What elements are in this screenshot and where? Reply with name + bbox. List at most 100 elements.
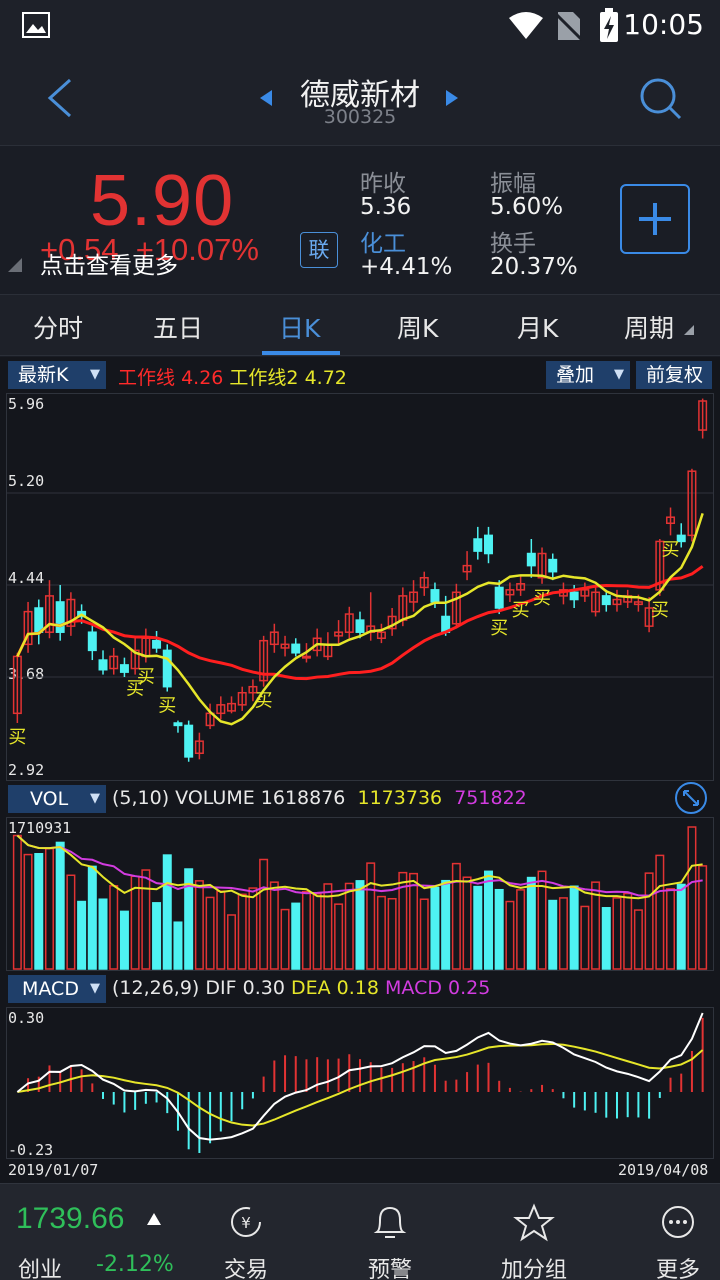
search-icon[interactable]	[638, 76, 682, 120]
candle-body	[526, 552, 536, 567]
candle-body	[162, 649, 172, 688]
volume-bar	[633, 909, 643, 970]
volume-chart[interactable]	[0, 817, 720, 971]
macd-label: MACD	[385, 977, 442, 999]
active-tab-indicator	[262, 351, 340, 355]
no-sim-icon	[556, 12, 582, 42]
kline-legend: 工作线 4.26 工作线2 4.72	[118, 363, 347, 390]
macd-value: 0.25	[448, 977, 491, 999]
triangle-up-icon	[147, 1213, 161, 1225]
volume-bar	[194, 880, 204, 970]
volume-ma5: 1173736	[357, 787, 443, 809]
macd-dea: 0.18	[336, 977, 379, 999]
price-change-pct: +10.07%	[135, 232, 259, 267]
candle-body	[676, 534, 686, 543]
volume-bar	[441, 879, 451, 970]
buy-marker: 买	[137, 666, 155, 687]
volume-bar	[55, 841, 65, 970]
candle-body	[376, 631, 386, 640]
volume-bar	[451, 862, 461, 970]
candle-body	[237, 691, 247, 706]
candle-body	[173, 722, 183, 727]
candle-body	[109, 655, 119, 670]
candle-body	[55, 601, 65, 633]
buy-marker: 买	[8, 727, 26, 748]
linked-button[interactable]: 联	[300, 232, 338, 268]
prev-stock-icon[interactable]	[258, 88, 274, 108]
tab-intraday[interactable]: 分时	[33, 314, 84, 343]
candle-body	[644, 607, 654, 627]
candle-body	[130, 649, 140, 670]
svg-text:¥: ¥	[241, 1214, 251, 1232]
volume-bar	[216, 890, 226, 970]
tab-weekly-k[interactable]: 周K	[397, 314, 439, 343]
turnover-value: 20.37%	[490, 254, 578, 280]
tab-period[interactable]: 周期	[624, 314, 675, 343]
candle-body	[280, 643, 290, 649]
volume-bar	[473, 885, 483, 970]
volume-bar	[34, 853, 44, 970]
candle-body	[516, 583, 526, 591]
back-icon[interactable]	[44, 76, 74, 120]
volume-bar	[130, 875, 140, 970]
gallery-icon	[22, 12, 50, 38]
macd-ybottom: -0.23	[8, 1141, 54, 1159]
kline-selector-label: 最新K	[18, 364, 69, 386]
volume-bar	[601, 907, 611, 970]
nav-add-group[interactable]: 加分组	[474, 1184, 594, 1280]
candle-body	[505, 589, 515, 596]
volume-bar	[237, 893, 247, 970]
volume-bar	[162, 854, 172, 970]
volume-bar	[419, 898, 429, 970]
macd-chart[interactable]	[0, 1007, 720, 1159]
volume-bar	[462, 876, 472, 970]
kline-ytick: 5.20	[8, 472, 45, 490]
volume-bar	[655, 854, 665, 970]
candle-body	[66, 598, 76, 627]
candle-body	[666, 516, 676, 525]
volume-bar	[323, 883, 333, 970]
volume-bar	[558, 897, 568, 970]
tab-five-day[interactable]: 五日	[153, 314, 204, 343]
volume-bar	[205, 896, 215, 970]
macd-selector[interactable]: MACD ▼	[8, 975, 106, 1003]
caret-down-icon: ▼	[90, 981, 100, 996]
kline-selector[interactable]: 最新K ▼	[8, 361, 106, 389]
volume-bar	[173, 921, 183, 970]
nav-trade-label: 交易	[223, 1258, 268, 1280]
volume-bar	[66, 874, 76, 970]
more-icon	[662, 1206, 694, 1238]
caret-down-icon: ▼	[90, 367, 100, 382]
candle-body	[419, 576, 429, 589]
volume-bar	[334, 903, 344, 970]
volume-bar	[376, 895, 386, 970]
next-stock-icon[interactable]	[444, 88, 460, 108]
plus-icon	[639, 203, 671, 235]
buy-marker: 买	[255, 691, 273, 712]
overlay-button[interactable]: 叠加 ▼	[546, 361, 630, 389]
sector-link[interactable]: 化工	[360, 231, 406, 257]
index-value[interactable]: 1739.66	[16, 1202, 125, 1235]
macd-params: (12,26,9) DIF	[112, 977, 237, 999]
volume-selector[interactable]: VOL ▼	[8, 785, 106, 813]
tab-monthly-k[interactable]: 月K	[517, 314, 559, 343]
add-watchlist-button[interactable]	[620, 184, 690, 254]
candle-body	[216, 704, 226, 715]
adjust-button[interactable]: 前复权	[636, 361, 712, 389]
volume-bar	[580, 905, 590, 970]
volume-selector-label: VOL	[30, 788, 69, 810]
volume-bar	[23, 853, 33, 970]
tap-more-hint[interactable]: 点击查看更多	[40, 253, 178, 279]
candle-body	[483, 534, 493, 555]
volume-bar	[227, 914, 237, 970]
nav-more[interactable]: 更多	[618, 1184, 720, 1280]
line1-label: 工作线	[118, 367, 176, 389]
volume-bar	[409, 872, 419, 970]
prev-close-label: 昨收	[360, 171, 406, 197]
nav-trade[interactable]: ¥ 交易	[186, 1184, 306, 1280]
tab-daily-k[interactable]: 日K	[279, 314, 321, 343]
fullscreen-icon[interactable]	[674, 781, 708, 815]
volume-bar	[569, 885, 579, 970]
nav-alert[interactable]: 预警	[330, 1184, 450, 1280]
